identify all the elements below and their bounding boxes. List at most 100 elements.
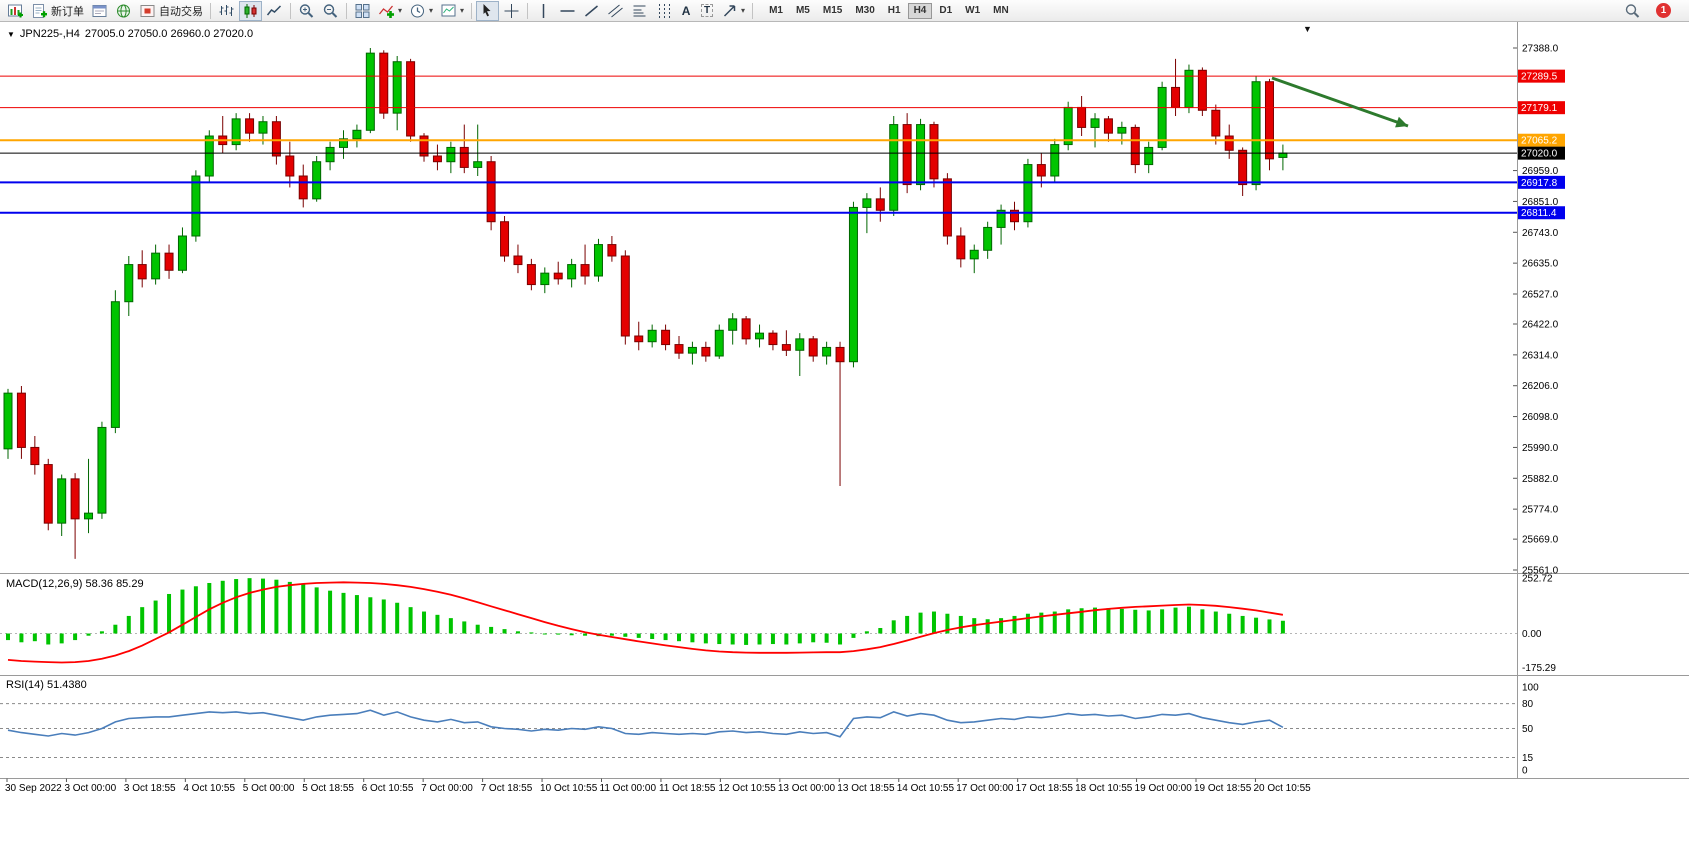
candle[interactable]: [97, 426, 107, 514]
candle[interactable]: [513, 255, 523, 266]
candle[interactable]: [30, 446, 40, 466]
candle[interactable]: [661, 329, 671, 346]
crosshair-button[interactable]: [500, 1, 523, 21]
candle[interactable]: [902, 124, 912, 186]
candle[interactable]: [795, 338, 805, 351]
candle[interactable]: [151, 252, 161, 280]
candle[interactable]: [567, 264, 577, 280]
candle[interactable]: [1197, 69, 1207, 111]
candle[interactable]: [862, 198, 872, 208]
candle[interactable]: [1023, 164, 1033, 223]
timeframe-h4[interactable]: H4: [907, 2, 933, 19]
new-order-button[interactable]: 新订单: [28, 1, 87, 21]
candle[interactable]: [339, 138, 348, 148]
candle[interactable]: [714, 329, 724, 357]
candle[interactable]: [687, 346, 697, 354]
candle[interactable]: [741, 318, 751, 340]
candle[interactable]: [486, 161, 496, 223]
candle[interactable]: [70, 478, 80, 520]
candle[interactable]: [271, 121, 281, 157]
zoom-in-button[interactable]: [295, 1, 318, 21]
templates-button[interactable]: ▾: [437, 1, 467, 21]
timeframe-d1[interactable]: D1: [933, 3, 958, 19]
candle[interactable]: [956, 235, 966, 260]
candle[interactable]: [942, 178, 952, 237]
candle[interactable]: [1211, 109, 1221, 137]
vertical-line-button[interactable]: [532, 1, 555, 21]
candle[interactable]: [929, 124, 939, 180]
timeframe-w1[interactable]: W1: [959, 3, 986, 19]
candle[interactable]: [822, 346, 832, 357]
candle[interactable]: [916, 124, 926, 186]
candle[interactable]: [231, 118, 241, 146]
candle[interactable]: [258, 121, 268, 134]
timeframe-m1[interactable]: M1: [763, 3, 789, 19]
candle[interactable]: [1144, 146, 1154, 166]
text-label-button[interactable]: T: [697, 1, 717, 21]
candle[interactable]: [1010, 209, 1019, 223]
candle[interactable]: [419, 135, 429, 157]
bar-chart-button[interactable]: [215, 1, 238, 21]
candle[interactable]: [553, 272, 563, 280]
candle[interactable]: [996, 209, 1006, 228]
text-tool-button[interactable]: A: [676, 1, 696, 21]
candle[interactable]: [204, 135, 214, 177]
candle[interactable]: [1224, 135, 1234, 151]
horizontal-line-button[interactable]: [556, 1, 579, 21]
candle[interactable]: [540, 272, 550, 286]
candle[interactable]: [701, 346, 711, 357]
candle[interactable]: [57, 478, 67, 524]
new-chart-button[interactable]: [4, 1, 27, 21]
candle[interactable]: [298, 175, 308, 200]
trendline-button[interactable]: [580, 1, 603, 21]
community-button[interactable]: [112, 1, 135, 21]
autotrading-button[interactable]: 自动交易: [136, 1, 206, 21]
candle[interactable]: [674, 344, 684, 354]
candle[interactable]: [634, 335, 644, 343]
candle[interactable]: [164, 252, 174, 271]
candle[interactable]: [526, 264, 536, 286]
candle[interactable]: [1090, 118, 1100, 128]
candle[interactable]: [1103, 118, 1113, 134]
candle[interactable]: [432, 155, 442, 163]
candle[interactable]: [728, 318, 738, 331]
candle[interactable]: [620, 255, 630, 337]
timeframe-m15[interactable]: M15: [817, 3, 848, 19]
candle[interactable]: [191, 175, 201, 237]
candle[interactable]: [124, 264, 134, 303]
candle[interactable]: [889, 124, 899, 211]
candle[interactable]: [459, 146, 469, 168]
candle[interactable]: [969, 249, 979, 260]
candle[interactable]: [312, 161, 322, 200]
candle[interactable]: [808, 338, 818, 357]
cursor-button[interactable]: [476, 0, 500, 21]
candle[interactable]: [3, 392, 13, 450]
candle[interactable]: [607, 244, 617, 257]
candle[interactable]: [365, 52, 375, 131]
candle[interactable]: [392, 61, 402, 114]
candle[interactable]: [500, 221, 510, 257]
candle[interactable]: [379, 52, 389, 114]
symbol-dropdown-icon[interactable]: ▼: [7, 29, 15, 39]
candle[interactable]: [1036, 164, 1046, 177]
candle[interactable]: [473, 161, 483, 168]
candle[interactable]: [325, 146, 335, 163]
candle[interactable]: [1050, 144, 1060, 177]
candle[interactable]: [983, 226, 993, 251]
candle[interactable]: [875, 198, 885, 211]
candle[interactable]: [1117, 126, 1127, 134]
fibonacci-button[interactable]: [628, 1, 651, 21]
timeframe-h1[interactable]: H1: [882, 3, 907, 19]
candle[interactable]: [84, 512, 94, 520]
arrows-button[interactable]: ▾: [718, 1, 748, 21]
channel-button[interactable]: [604, 1, 627, 21]
candle[interactable]: [1157, 86, 1167, 148]
candle[interactable]: [848, 206, 858, 363]
candle[interactable]: [446, 146, 456, 163]
periods-button[interactable]: ▾: [406, 1, 436, 21]
indicators-button[interactable]: ▾: [375, 1, 405, 21]
candle[interactable]: [647, 329, 657, 343]
candle-chart-button[interactable]: [239, 0, 262, 21]
candle[interactable]: [1063, 106, 1073, 146]
